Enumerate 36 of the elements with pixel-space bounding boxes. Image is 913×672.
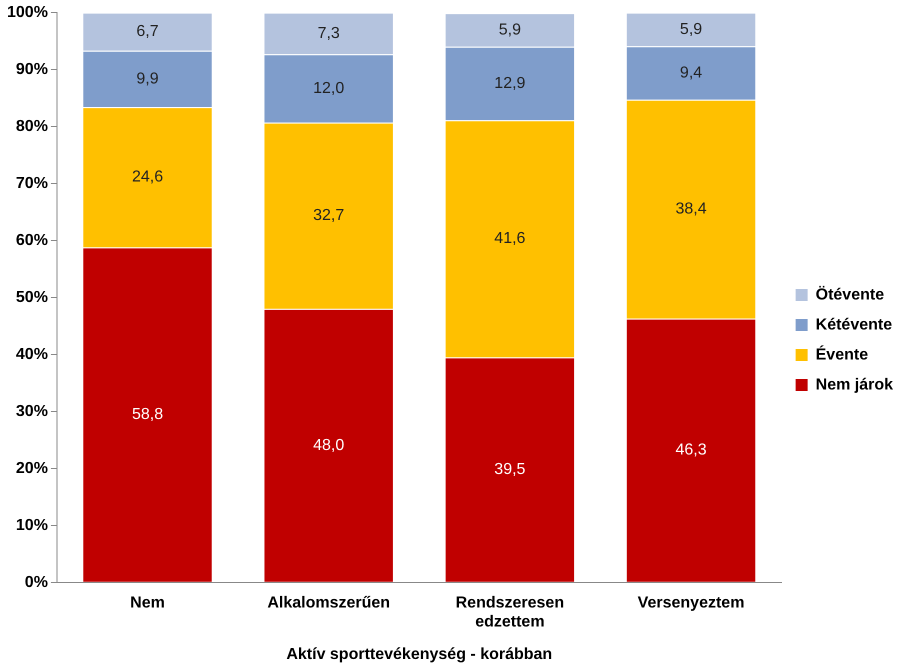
y-tick-label: 0% [24,574,48,591]
x-tick-label: Alkalomszerűen [267,594,390,612]
y-tick-label: 70% [16,174,48,192]
data-label: 32,7 [313,207,344,224]
legend-label: Ötévente [816,285,884,304]
data-label: 41,6 [494,230,526,248]
data-label: 6,7 [136,23,159,40]
legend-label: Nem járok [816,376,894,394]
y-tick-label: 90% [16,60,48,78]
x-tick-label: Versenyeztem [638,594,744,612]
data-label: 5,9 [498,21,522,38]
x-axis-title: Aktív sporttevékenység - korábban [286,646,552,663]
y-tick-label: 10% [16,516,48,534]
y-tick-label: 50% [16,288,48,306]
data-label: 38,4 [675,200,707,218]
x-tick-label: Rendszeresen edzettem [456,594,564,631]
legend-label: Évente [816,344,868,364]
data-label: 9,4 [680,64,702,82]
y-tick-label: 100% [7,4,48,22]
legend-label: Kétévente [816,316,892,334]
data-label: 48,0 [313,436,344,454]
data-label: 5,9 [680,20,702,38]
y-tick-label: 40% [16,346,48,363]
data-label: 9,9 [136,70,159,88]
data-label: 39,5 [494,461,526,478]
data-label: 24,6 [132,168,164,186]
data-label: 12,9 [494,74,526,92]
y-tick-label: 80% [16,118,48,135]
x-tick-label: Nem [130,594,165,612]
y-tick-label: 30% [16,402,48,420]
y-tick-label: 20% [16,460,48,477]
data-label: 12,0 [313,80,344,97]
y-tick-label: 60% [16,232,48,249]
data-label: 46,3 [675,442,707,459]
data-label: 7,3 [318,24,340,42]
data-label: 58,8 [132,406,164,424]
